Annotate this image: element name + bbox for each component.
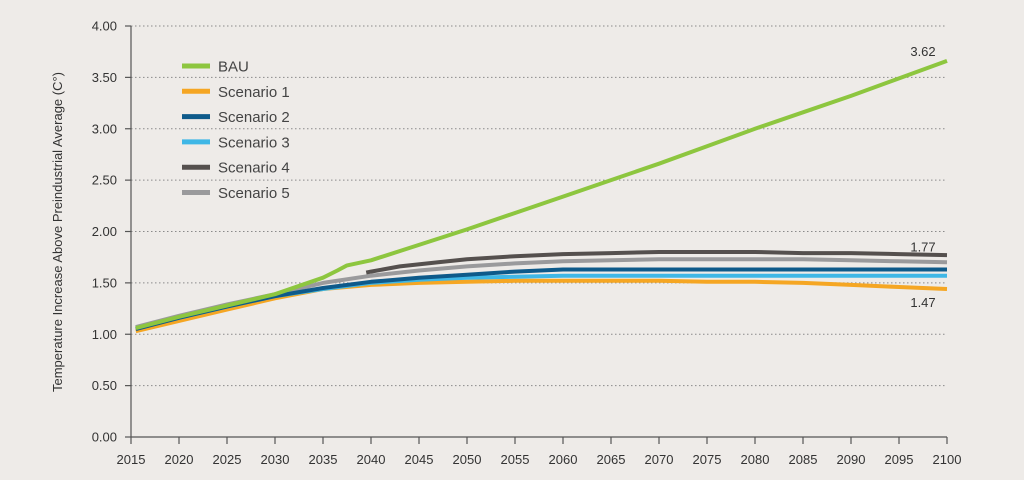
series-lines (135, 59, 948, 334)
x-tick-label: 2045 (405, 452, 434, 467)
y-tick-label: 1.00 (92, 327, 117, 342)
annotations: 3.62 1.77 1.47 (910, 44, 935, 310)
x-tick-label: 2090 (837, 452, 866, 467)
x-tick-label: 2070 (645, 452, 674, 467)
legend-label: Scenario 5 (218, 185, 290, 202)
data-label: 3.62 (910, 44, 935, 59)
legend-label: Scenario 3 (218, 134, 290, 151)
x-axis-ticks: 2015 2020 2025 2030 2035 2040 2045 2050 2055 2060… (117, 452, 962, 467)
series-line-scenario-1 (135, 278, 948, 334)
legend-label: Scenario 2 (218, 109, 290, 126)
x-tick-label: 2055 (501, 452, 530, 467)
y-tick-label: 0.50 (92, 378, 117, 393)
x-tick-label: 2095 (885, 452, 914, 467)
gridlines (131, 25, 947, 387)
legend: BAU Scenario 1 Scenario 2 Scenario 3 Scenari… (182, 59, 290, 202)
x-tick-label: 2015 (117, 452, 146, 467)
legend-label: Scenario 4 (218, 160, 290, 177)
y-tick-label: 4.00 (92, 19, 117, 34)
x-tick-label: 2060 (549, 452, 578, 467)
axes (125, 25, 948, 444)
y-tick-label: 2.50 (92, 173, 117, 188)
y-axis-ticks: 0.00 0.50 1.00 1.50 2.00 2.50 3.00 3.50 4.00 (92, 19, 117, 445)
series-line-bau (135, 59, 948, 331)
x-tick-label: 2075 (693, 452, 722, 467)
y-tick-label: 2.00 (92, 224, 117, 239)
x-tick-label: 2020 (165, 452, 194, 467)
data-label: 1.77 (910, 239, 935, 254)
x-tick-label: 2035 (309, 452, 338, 467)
x-tick-label: 2030 (261, 452, 290, 467)
y-tick-label: 3.00 (92, 121, 117, 136)
x-tick-label: 2100 (933, 452, 962, 467)
legend-label: BAU (218, 59, 249, 76)
x-tick-label: 2025 (213, 452, 242, 467)
y-axis-label: Temperature Increase Above Preindustrial… (50, 72, 65, 392)
x-tick-label: 2050 (453, 452, 482, 467)
x-tick-label: 2085 (789, 452, 818, 467)
x-tick-label: 2040 (357, 452, 386, 467)
legend-label: Scenario 1 (218, 84, 290, 101)
series-line-scenario-4 (365, 250, 948, 275)
y-tick-label: 3.50 (92, 70, 117, 85)
x-tick-label: 2065 (597, 452, 626, 467)
y-tick-label: 0.00 (92, 430, 117, 445)
y-tick-label: 1.50 (92, 275, 117, 290)
x-tick-label: 2080 (741, 452, 770, 467)
data-label: 1.47 (910, 295, 935, 310)
